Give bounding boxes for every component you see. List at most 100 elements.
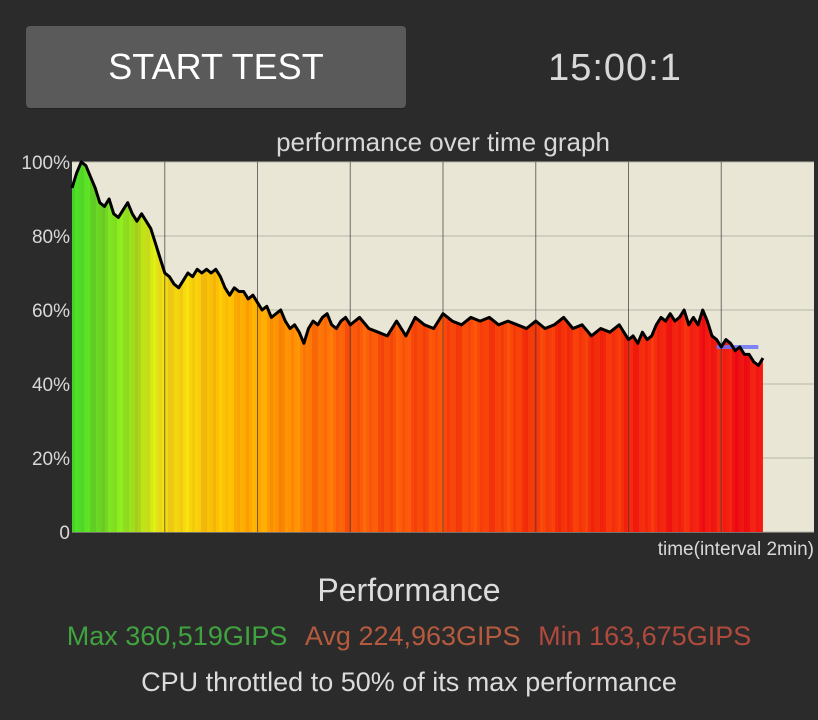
area-strip [519, 162, 523, 532]
series-line [70, 160, 765, 367]
y-tick-label: 100% [21, 153, 70, 174]
min-performance: Min 163,675GIPS [538, 621, 752, 651]
area-strip [243, 162, 247, 532]
area-strip [120, 162, 124, 532]
area-strip [705, 162, 709, 532]
area-strip [390, 162, 394, 532]
area-strip [573, 162, 577, 532]
area-strip [225, 162, 229, 532]
area-strip [195, 162, 199, 532]
area-strip [492, 162, 496, 532]
area-strip [237, 162, 241, 532]
area-strip [273, 162, 277, 532]
area-strip [360, 162, 364, 532]
area-strip [597, 162, 601, 532]
area-strip [612, 162, 616, 532]
area-strip [231, 162, 235, 532]
performance-stats: Max 360,519GIPS Avg 224,963GIPS Min 163,… [0, 616, 818, 656]
area-strip [579, 162, 583, 532]
area-strip [111, 162, 115, 532]
area-strip [183, 162, 187, 532]
area-strip [78, 162, 82, 532]
area-strip [201, 162, 205, 532]
area-strip [429, 162, 433, 532]
area-strip [300, 162, 304, 532]
performance-area [72, 162, 763, 532]
area-strip [417, 162, 421, 532]
area-strip [576, 162, 580, 532]
start-test-button[interactable]: START TEST [26, 26, 406, 108]
throttle-message: CPU throttled to 50% of its max performa… [141, 667, 677, 697]
area-strip [447, 162, 451, 532]
area-strip [408, 162, 412, 532]
area-strip [336, 162, 340, 532]
area-strip [108, 162, 112, 532]
area-strip [639, 162, 643, 532]
area-strip [474, 162, 478, 532]
area-strip [681, 162, 685, 532]
area-strip [351, 162, 355, 532]
area-strip [540, 162, 544, 532]
area-strip [711, 162, 715, 532]
area-strip [207, 162, 211, 532]
area-strip [369, 162, 373, 532]
area-strip [546, 162, 550, 532]
area-strip [297, 162, 301, 532]
area-strip [696, 162, 700, 532]
area-strip [438, 162, 442, 532]
area-strip [414, 162, 418, 532]
area-strip [162, 162, 166, 532]
area-strip [375, 162, 379, 532]
area-strip [198, 162, 202, 532]
area-strip [450, 162, 454, 532]
area-strip [411, 162, 415, 532]
area-strip [171, 162, 175, 532]
area-strip [333, 162, 337, 532]
area-strip [564, 162, 568, 532]
area-strip [624, 162, 628, 532]
area-strip [420, 162, 424, 532]
area-strip [618, 162, 622, 532]
area-strip [582, 162, 586, 532]
area-strip [510, 162, 514, 532]
area-strip [549, 162, 553, 532]
area-strip [288, 162, 292, 532]
area-strip [234, 162, 238, 532]
area-strip [432, 162, 436, 532]
area-strip [240, 162, 244, 532]
area-strip [372, 162, 376, 532]
area-strip [651, 162, 655, 532]
area-strip [96, 162, 100, 532]
area-strip [99, 162, 103, 532]
area-strip [444, 162, 448, 532]
area-strip [435, 162, 439, 532]
area-strip [486, 162, 490, 532]
area-strip [192, 162, 196, 532]
area-strip [285, 162, 289, 532]
area-strip [165, 162, 169, 532]
area-strip [135, 162, 139, 532]
area-strip [462, 162, 466, 532]
x-axis-label: time(interval 2min) [657, 539, 814, 560]
area-strip [330, 162, 334, 532]
area-strip [537, 162, 541, 532]
area-strip [399, 162, 403, 532]
y-tick-label: 40% [32, 375, 70, 396]
area-strip [456, 162, 460, 532]
area-strip [213, 162, 217, 532]
area-strip [588, 162, 592, 532]
area-strip [123, 162, 127, 532]
area-strip [294, 162, 298, 532]
area-strip [570, 162, 574, 532]
performance-graph: 0 20% 40% 60% 80% 100% [21, 153, 814, 540]
area-strip [357, 162, 361, 532]
area-strip [702, 162, 706, 532]
y-tick-label: 0 [59, 523, 70, 540]
area-strip [228, 162, 232, 532]
area-strip [258, 162, 262, 532]
area-strip [477, 162, 481, 532]
area-strip [423, 162, 427, 532]
area-strip [387, 162, 391, 532]
area-strip [216, 162, 220, 532]
area-strip [90, 162, 94, 532]
